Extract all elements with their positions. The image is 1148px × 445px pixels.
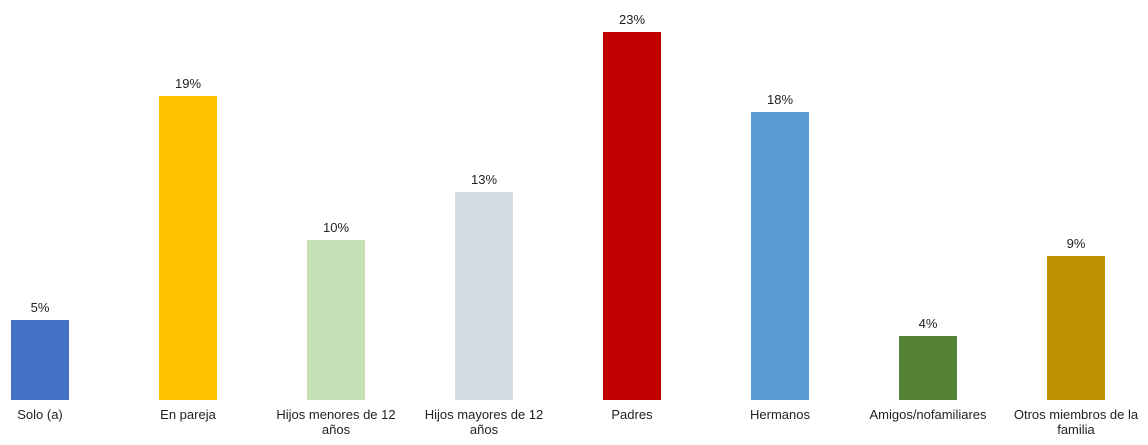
bar — [751, 112, 809, 400]
bar — [307, 240, 365, 400]
x-tick-label: Hijos mayores de 12 años — [424, 407, 544, 437]
bar — [603, 32, 661, 400]
data-label: 10% — [323, 220, 349, 235]
x-tick-label: Amigos/nofamiliares — [869, 407, 987, 422]
x-tick-label: Hijos menores de 12 años — [276, 407, 396, 437]
bar — [455, 192, 513, 400]
data-label: 23% — [619, 12, 645, 27]
data-label: 13% — [471, 172, 497, 187]
data-label: 9% — [1067, 236, 1086, 251]
x-tick-label: Padres — [611, 407, 653, 422]
data-label: 5% — [31, 300, 50, 315]
bar — [159, 96, 217, 400]
x-tick-label: Otros miembros de la familia — [1013, 407, 1139, 437]
bar — [1047, 256, 1105, 400]
bar — [11, 320, 69, 400]
data-label: 19% — [175, 76, 201, 91]
data-label: 4% — [919, 316, 938, 331]
data-label: 18% — [767, 92, 793, 107]
x-tick-label: En pareja — [160, 407, 216, 422]
bar — [899, 336, 957, 400]
x-tick-label: Solo (a) — [17, 407, 63, 422]
x-tick-label: Hermanos — [750, 407, 810, 422]
